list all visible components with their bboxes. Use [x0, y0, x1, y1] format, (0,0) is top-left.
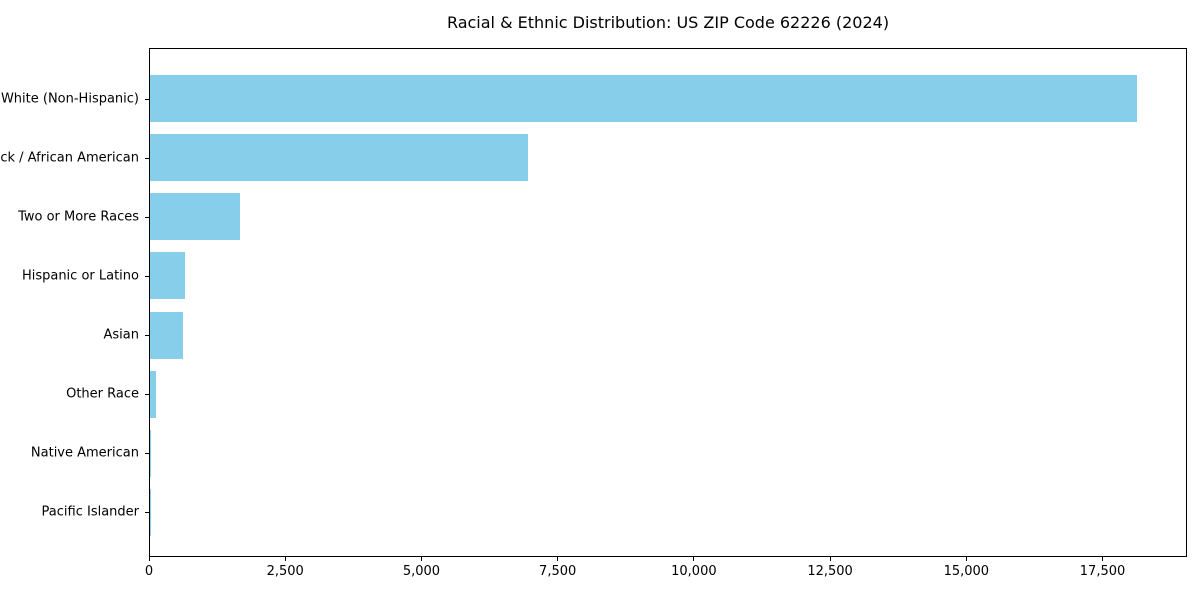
category-label: White (Non-Hispanic): [0, 91, 139, 107]
x-tick-label: 0: [144, 564, 154, 579]
bar-row: Pacific Islander: [42, 483, 1186, 542]
x-tick-label: 2,500: [266, 564, 304, 579]
x-tick-label: 17,500: [1079, 564, 1126, 579]
category-label: Native American: [30, 445, 139, 461]
y-tick-mark: [145, 512, 149, 514]
y-tick-mark: [145, 157, 149, 159]
bar-row: Black / African American: [0, 128, 1186, 187]
y-tick-mark: [145, 216, 149, 218]
bars-container: White (Non-Hispanic) Black / African Amer…: [0, 49, 1186, 556]
chart-title: Racial & Ethnic Distribution: US ZIP Cod…: [446, 13, 890, 32]
x-tick-mark: [693, 557, 695, 561]
x-tick-label: 7,500: [539, 564, 577, 579]
bar-row: Asian: [104, 306, 1186, 365]
y-tick-mark: [145, 453, 149, 455]
x-tick-mark: [420, 557, 422, 561]
bar-row: Native American: [31, 424, 1186, 483]
category-label: Asian: [103, 327, 139, 343]
category-label: Hispanic or Latino: [21, 268, 139, 284]
bar-row: Hispanic or Latino: [22, 246, 1186, 305]
bar-row: Other Race: [66, 365, 1186, 424]
x-tick-mark: [148, 557, 150, 561]
x-axis: 0 2,500 5,000 7,500 10,000 12,500 15,000 17,500: [145, 556, 1187, 586]
category-label: Two or More Races: [18, 209, 139, 225]
bar-row: Two or More Races: [18, 187, 1186, 246]
bar: [150, 75, 1138, 123]
x-tick-mark: [557, 557, 559, 561]
x-tick-label: 15,000: [943, 564, 990, 579]
bar-row: White (Non-Hispanic): [1, 69, 1186, 128]
y-tick-mark: [145, 394, 149, 396]
x-tick-mark: [1102, 557, 1104, 561]
bar: [150, 134, 528, 182]
bar: [150, 193, 240, 241]
category-label: Pacific Islander: [41, 504, 139, 520]
x-tick-mark: [965, 557, 967, 561]
y-tick-mark: [145, 275, 149, 277]
bar: [150, 370, 156, 418]
category-label: Other Race: [66, 386, 139, 402]
y-tick-mark: [145, 335, 149, 337]
plot-area: White (Non-Hispanic) Black / African Amer…: [0, 48, 1187, 557]
bar: [150, 429, 151, 477]
bar: [150, 252, 185, 300]
category-label: Black / African American: [0, 150, 139, 166]
x-tick-label: 10,000: [671, 564, 717, 579]
x-tick-label: 5,000: [402, 564, 441, 579]
x-tick-mark: [829, 557, 831, 561]
bar: [150, 311, 183, 359]
y-tick-mark: [145, 98, 149, 100]
x-tick-mark: [284, 557, 286, 561]
x-tick-label: 12,500: [807, 564, 853, 579]
